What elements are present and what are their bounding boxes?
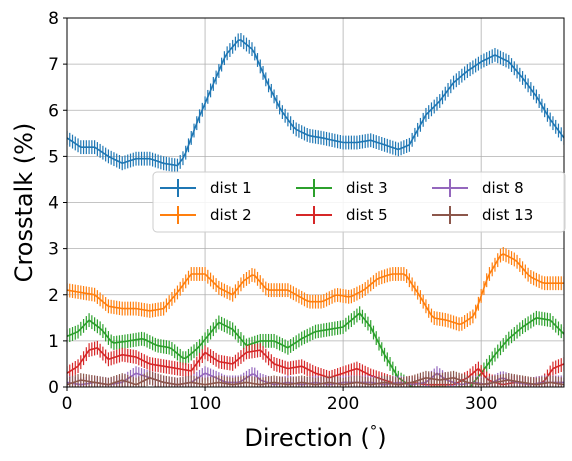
x-tick-label: 200 (327, 394, 359, 414)
legend-label: dist 8 (482, 179, 524, 197)
legend: dist 1 dist 2 dist 3 dist 5 dist 8 dist 13 (153, 172, 565, 232)
y-tick-label: 3 (48, 240, 59, 260)
y-tick-label: 0 (48, 378, 59, 398)
legend-label: dist 5 (346, 206, 388, 224)
y-tick-label: 8 (48, 9, 59, 29)
series-dist-2 (67, 247, 564, 331)
y-tick-label: 6 (48, 101, 59, 121)
legend-label: dist 13 (482, 206, 533, 224)
x-tick-label: 0 (62, 394, 73, 414)
x-axis-title: Direction (°) (244, 422, 386, 452)
legend-label: dist 3 (346, 179, 388, 197)
legend-label: dist 2 (210, 206, 252, 224)
y-tick-label: 7 (48, 55, 59, 75)
series-dist-1 (67, 33, 564, 173)
x-tick-label: 100 (189, 394, 221, 414)
legend-label: dist 1 (210, 179, 252, 197)
x-tick-label: 300 (465, 394, 497, 414)
y-tick-label: 1 (48, 332, 59, 352)
y-tick-label: 2 (48, 286, 59, 306)
y-tick-label: 5 (48, 147, 59, 167)
y-axis-title: Crosstalk (%) (10, 123, 38, 283)
y-tick-label: 4 (48, 194, 59, 214)
